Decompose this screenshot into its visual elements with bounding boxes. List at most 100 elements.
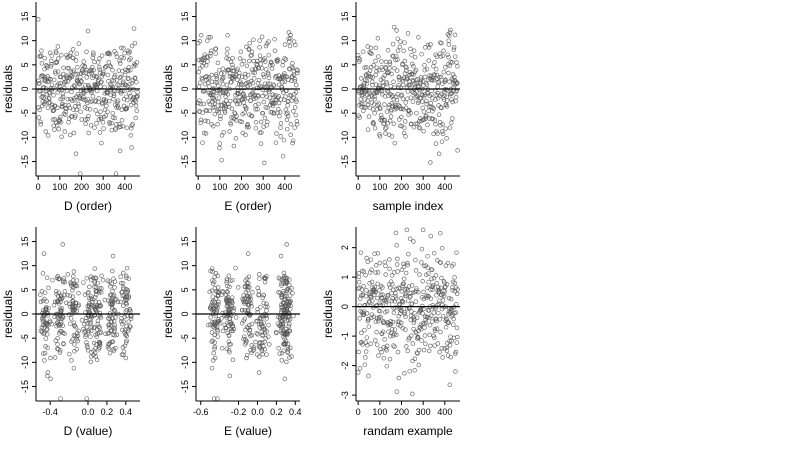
data-point bbox=[215, 329, 220, 334]
data-point bbox=[45, 373, 50, 379]
data-point bbox=[419, 338, 424, 343]
data-point bbox=[235, 285, 241, 290]
data-point bbox=[59, 52, 64, 58]
data-point bbox=[452, 82, 458, 88]
data-point bbox=[98, 115, 104, 120]
data-point bbox=[394, 97, 400, 103]
data-point bbox=[132, 76, 138, 81]
x-tick-label: -0.6 bbox=[193, 407, 209, 417]
data-point bbox=[412, 69, 418, 74]
data-point bbox=[95, 280, 100, 286]
data-point bbox=[92, 312, 97, 318]
data-point bbox=[371, 287, 377, 292]
data-point bbox=[216, 109, 222, 115]
data-point bbox=[220, 90, 225, 95]
data-point bbox=[93, 74, 99, 79]
data-point bbox=[56, 81, 61, 86]
data-point bbox=[79, 79, 84, 84]
data-point bbox=[121, 352, 126, 357]
data-point bbox=[378, 106, 383, 112]
data-point bbox=[43, 304, 49, 310]
data-point bbox=[283, 340, 289, 346]
data-point bbox=[394, 262, 400, 267]
data-point bbox=[114, 78, 120, 83]
x-tick-label: 100 bbox=[372, 407, 387, 417]
data-point bbox=[373, 270, 378, 275]
data-point bbox=[385, 292, 391, 298]
data-point bbox=[253, 339, 258, 345]
data-point bbox=[246, 294, 252, 300]
data-point bbox=[58, 120, 64, 125]
data-point bbox=[364, 288, 369, 293]
data-point bbox=[198, 101, 203, 107]
data-point bbox=[280, 321, 286, 327]
data-point bbox=[450, 99, 455, 105]
data-point bbox=[425, 42, 431, 48]
data-point bbox=[111, 91, 117, 97]
data-point bbox=[439, 105, 444, 111]
data-point bbox=[85, 345, 90, 350]
data-point bbox=[37, 107, 42, 113]
x-tick-label: 400 bbox=[437, 407, 452, 417]
data-point bbox=[382, 118, 388, 123]
data-point bbox=[249, 343, 254, 348]
data-point bbox=[416, 35, 421, 40]
data-point bbox=[431, 333, 436, 339]
data-point bbox=[84, 75, 89, 80]
chart-panel-5: -0.6 -0.2 0.0 0.2 0.4 -15 -10 -5 0 5 10 15 E (value)… bbox=[161, 227, 302, 438]
data-point bbox=[376, 54, 381, 59]
data-point bbox=[50, 117, 56, 122]
data-point bbox=[373, 45, 379, 51]
data-point bbox=[416, 347, 422, 353]
data-point bbox=[280, 153, 286, 159]
data-point bbox=[98, 84, 103, 89]
data-point bbox=[60, 96, 65, 101]
data-point bbox=[276, 275, 282, 281]
data-point bbox=[433, 141, 439, 146]
data-point bbox=[70, 47, 76, 52]
data-point bbox=[123, 273, 129, 279]
data-point bbox=[87, 284, 92, 290]
data-point bbox=[40, 94, 45, 99]
data-point bbox=[56, 276, 62, 281]
data-point bbox=[86, 307, 91, 312]
data-point bbox=[410, 79, 416, 84]
data-point bbox=[262, 279, 268, 285]
data-point bbox=[273, 140, 279, 145]
data-point bbox=[384, 343, 390, 349]
data-point bbox=[73, 301, 79, 306]
data-point bbox=[255, 107, 260, 112]
data-point bbox=[66, 54, 71, 60]
data-point bbox=[132, 75, 138, 81]
data-point bbox=[92, 266, 98, 271]
data-point bbox=[213, 271, 219, 276]
x-tick-label: 0.2 bbox=[270, 407, 283, 417]
data-point bbox=[264, 274, 269, 279]
data-point bbox=[108, 328, 114, 334]
data-point bbox=[71, 130, 77, 136]
data-point bbox=[420, 227, 426, 233]
data-point bbox=[75, 71, 81, 77]
data-point bbox=[369, 51, 374, 56]
data-point bbox=[84, 396, 89, 401]
data-point bbox=[397, 104, 403, 109]
data-point bbox=[402, 310, 407, 315]
data-point bbox=[88, 334, 93, 339]
data-point bbox=[248, 53, 254, 58]
data-point bbox=[88, 277, 94, 282]
data-point bbox=[209, 278, 215, 283]
data-point bbox=[413, 121, 419, 127]
data-point bbox=[410, 358, 415, 364]
data-point bbox=[375, 295, 380, 301]
data-point bbox=[227, 71, 233, 76]
data-point bbox=[203, 131, 209, 136]
data-point bbox=[46, 285, 51, 291]
data-point bbox=[121, 96, 127, 102]
data-point bbox=[74, 107, 79, 113]
data-point bbox=[59, 134, 64, 140]
data-point bbox=[395, 48, 401, 54]
x-tick-label: 200 bbox=[74, 182, 89, 192]
data-point bbox=[67, 132, 73, 138]
data-point bbox=[436, 79, 442, 85]
data-point bbox=[375, 36, 381, 41]
